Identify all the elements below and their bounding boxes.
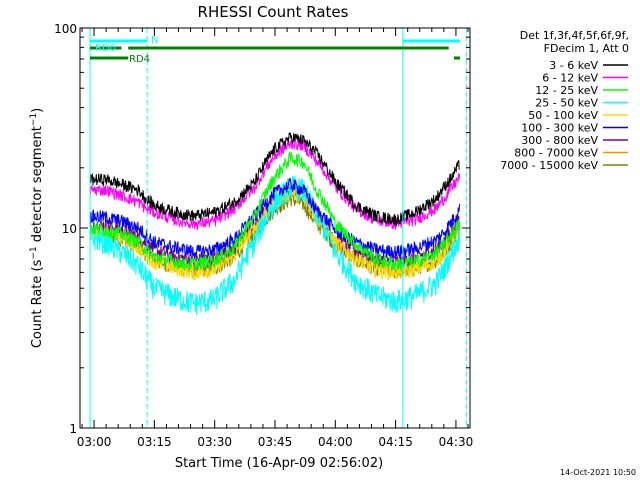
legend-label-4: 50 - 100 keV <box>528 109 598 122</box>
series-line-3 <box>89 175 461 316</box>
series-curves <box>89 132 461 316</box>
y-axis-label-mid: detector segment <box>30 126 45 246</box>
legend-header-line-2: FDecim 1, Att 0 <box>544 42 629 55</box>
y-axis-ticks: 1 10 100 <box>54 22 470 436</box>
series-line-2 <box>89 150 461 271</box>
legend-label-5: 100 - 300 keV <box>521 122 598 135</box>
bar-label-rd4: RD4 <box>129 54 150 65</box>
x-tick-label-1: 03:15 <box>137 435 172 449</box>
legend-label-2: 12 - 25 keV <box>535 84 598 97</box>
vertical-lines <box>89 28 467 428</box>
y-tick-label-1: 10 <box>62 222 77 236</box>
y-axis-label-sup-1: −1 <box>29 246 39 259</box>
series-line-0 <box>89 132 460 226</box>
legend-label-8: 7000 - 15000 keV <box>500 159 598 172</box>
timestamp: 14-Oct-2021 10:50 <box>560 468 636 477</box>
y-tick-label-0: 1 <box>69 422 77 436</box>
x-axis-label: Start Time (16-Apr-09 02:56:02) <box>175 456 383 471</box>
y-axis-label-main: Count Rate (s <box>30 259 45 348</box>
series-line-5 <box>89 177 461 260</box>
y-axis-label-end: ) <box>30 108 45 113</box>
x-tick-label-0: 03:00 <box>77 435 112 449</box>
x-tick-label-3: 03:45 <box>258 435 293 449</box>
legend-label-1: 6 - 12 keV <box>542 72 598 85</box>
x-tick-label-2: 03:30 <box>197 435 232 449</box>
legend-label-7: 800 - 7000 keV <box>514 147 598 160</box>
y-axis-label-sup-2: −1 <box>29 113 39 126</box>
legend-label-6: 300 - 800 keV <box>521 134 598 147</box>
y-axis-label: Count Rate (s−1 detector segment−1) <box>29 108 45 348</box>
legend-header-line-1: Det 1f,3f,4f,5f,6f,9f, <box>520 29 629 42</box>
x-tick-label-6: 04:30 <box>439 435 474 449</box>
x-axis-ticks: 03:00 03:15 03:30 03:45 04:00 04:15 04:30 <box>77 28 473 449</box>
chart-title: RHESSI Count Rates <box>198 3 349 21</box>
bar-label-n: N <box>151 35 158 46</box>
series-line-1 <box>89 137 461 231</box>
x-tick-label-5: 04:15 <box>378 435 413 449</box>
attenuator-bars <box>90 39 460 60</box>
y-tick-label-2: 100 <box>54 22 77 36</box>
x-tick-label-4: 04:00 <box>318 435 353 449</box>
legend-label-0: 3 - 6 keV <box>549 59 598 72</box>
bar-label-rd0: RD0 <box>95 43 116 54</box>
legend-label-3: 25 - 50 keV <box>535 97 598 110</box>
